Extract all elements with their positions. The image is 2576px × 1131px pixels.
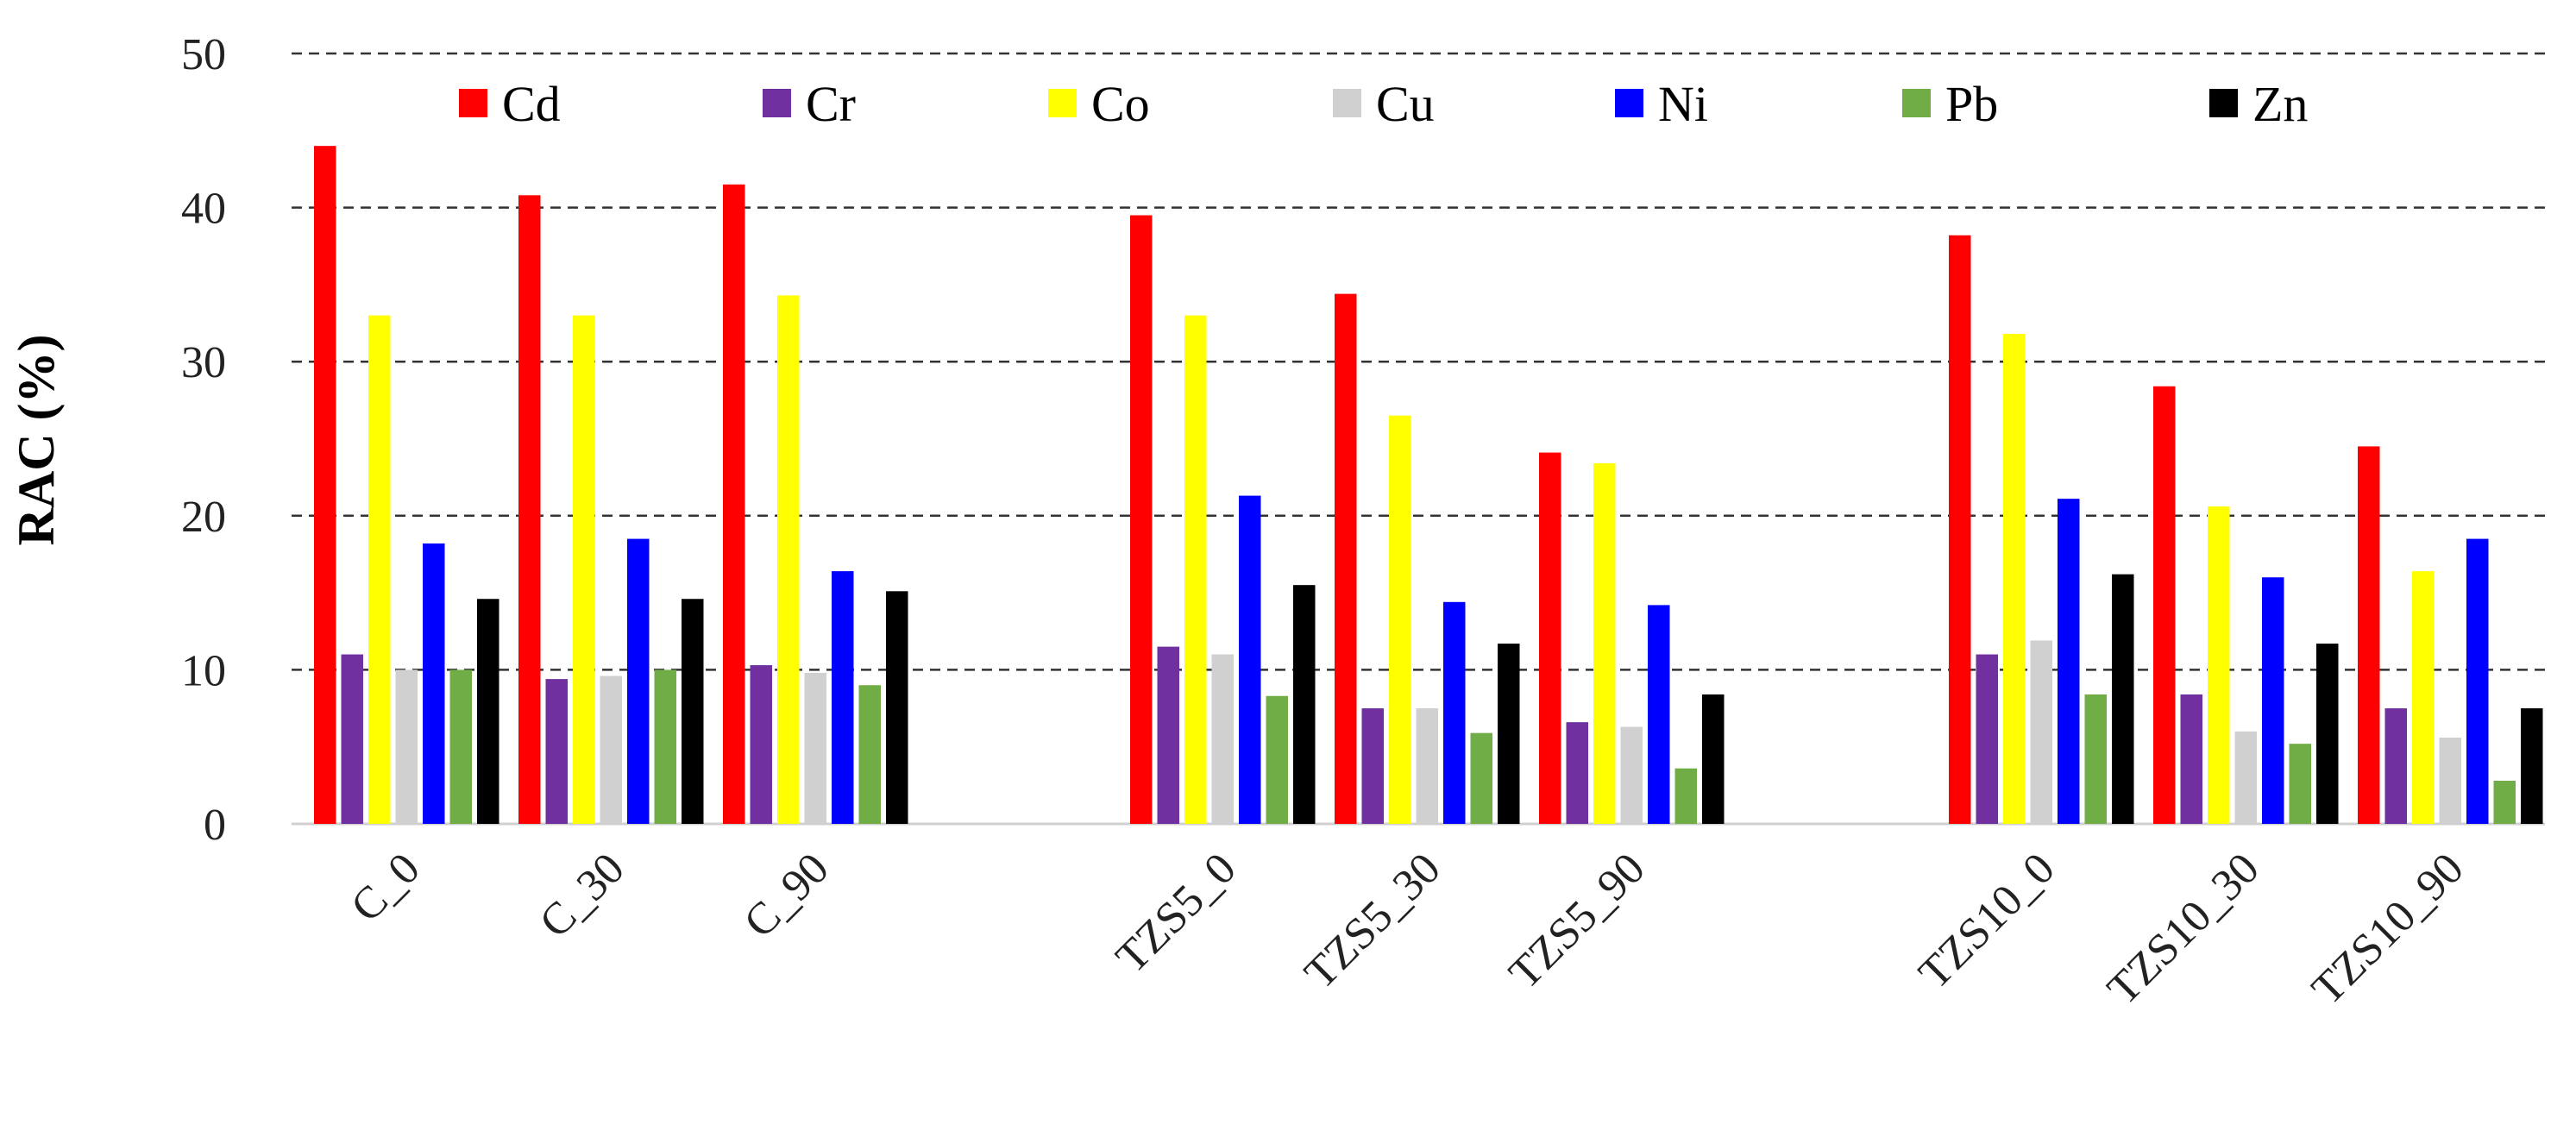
bar-zn-tzs10-90 bbox=[2521, 708, 2543, 824]
bar-cu-tzs5-30 bbox=[1416, 708, 1438, 824]
x-tick-label: C_90 bbox=[735, 844, 839, 947]
gridlines bbox=[292, 52, 2545, 671]
x-tick-label: C_30 bbox=[531, 844, 634, 947]
bar-ni-c-90 bbox=[832, 571, 854, 824]
y-tick-label: 0 bbox=[204, 801, 226, 850]
legend-swatch-cr bbox=[763, 89, 791, 117]
x-tick-label: TZS5_30 bbox=[1296, 844, 1450, 998]
bar-cu-tzs10-0 bbox=[2030, 640, 2052, 824]
bar-cr-c-90 bbox=[750, 665, 772, 824]
bar-cr-tzs5-90 bbox=[1566, 722, 1588, 824]
legend: Cd Cr Co Cu Ni Pb Zn bbox=[459, 76, 2308, 132]
bar-cu-c-30 bbox=[600, 675, 622, 824]
bar-cd-tzs10-90 bbox=[2358, 446, 2380, 824]
bar-co-tzs10-90 bbox=[2412, 571, 2435, 824]
bar-ni-tzs5-30 bbox=[1443, 601, 1466, 824]
y-tick-label: 40 bbox=[181, 185, 226, 234]
bar-cr-tzs5-30 bbox=[1361, 708, 1384, 824]
bar-cr-c-0 bbox=[341, 654, 363, 824]
bar-co-c-0 bbox=[368, 315, 391, 824]
legend-swatch-cu bbox=[1333, 89, 1361, 117]
bar-cr-c-30 bbox=[545, 679, 568, 824]
bar-co-tzs10-0 bbox=[2003, 334, 2026, 824]
bar-zn-c-30 bbox=[682, 599, 704, 824]
y-tick-label: 10 bbox=[181, 646, 226, 695]
bar-co-c-90 bbox=[777, 295, 800, 825]
bar-pb-c-30 bbox=[654, 669, 676, 824]
bar-cd-tzs10-0 bbox=[1949, 235, 1971, 824]
legend-swatch-co bbox=[1048, 89, 1077, 117]
bar-zn-tzs10-30 bbox=[2316, 644, 2339, 824]
bar-cd-c-90 bbox=[723, 184, 745, 824]
bar-cd-tzs10-30 bbox=[2153, 386, 2176, 824]
bar-co-tzs5-30 bbox=[1389, 415, 1411, 824]
legend-swatch-cd bbox=[459, 89, 487, 117]
bar-cd-tzs5-0 bbox=[1130, 215, 1153, 824]
x-tick-labels: C_0 C_30 C_90 TZS5_0 TZS5_30 TZS5_90 TZS10_0 TZ… bbox=[342, 844, 2473, 1015]
y-axis-title: RAC (%) bbox=[8, 335, 65, 546]
bar-zn-tzs5-90 bbox=[1702, 694, 1725, 824]
bar-zn-tzs5-30 bbox=[1498, 644, 1520, 824]
bar-pb-tzs10-30 bbox=[2289, 744, 2311, 824]
legend-swatch-ni bbox=[1615, 89, 1643, 117]
bar-zn-tzs10-0 bbox=[2112, 574, 2134, 824]
bar-co-tzs10-30 bbox=[2208, 506, 2230, 824]
bar-pb-tzs10-0 bbox=[2084, 694, 2107, 824]
bar-co-tzs5-90 bbox=[1593, 463, 1616, 824]
bar-cu-c-90 bbox=[804, 672, 826, 824]
legend-label-pb: Pb bbox=[1945, 76, 1998, 132]
x-tick-label: TZS10_0 bbox=[1910, 844, 2064, 998]
y-tick-label: 30 bbox=[181, 338, 226, 387]
legend-label-co: Co bbox=[1091, 76, 1150, 132]
bar-ni-c-30 bbox=[627, 538, 650, 824]
bar-ni-c-0 bbox=[423, 543, 445, 824]
bar-ni-tzs5-0 bbox=[1239, 495, 1261, 824]
bar-cr-tzs10-90 bbox=[2384, 708, 2407, 824]
legend-label-cr: Cr bbox=[806, 76, 856, 132]
bar-cr-tzs5-0 bbox=[1157, 646, 1179, 824]
x-tick-label: TZS10_90 bbox=[2303, 844, 2473, 1015]
legend-swatch-pb bbox=[1902, 89, 1931, 117]
bar-cd-tzs5-90 bbox=[1539, 452, 1561, 824]
legend-label-cd: Cd bbox=[502, 76, 561, 132]
bar-pb-tzs5-0 bbox=[1266, 695, 1288, 824]
bar-ni-tzs10-30 bbox=[2262, 577, 2284, 824]
bar-cd-tzs5-30 bbox=[1335, 293, 1357, 825]
bar-pb-c-90 bbox=[858, 685, 881, 824]
bar-cd-c-0 bbox=[314, 146, 336, 824]
bar-ni-tzs10-90 bbox=[2466, 538, 2489, 824]
bar-cd-c-30 bbox=[518, 195, 541, 824]
bar-cu-tzs10-30 bbox=[2234, 731, 2257, 824]
x-tick-label: TZS10_30 bbox=[2098, 844, 2269, 1015]
x-tick-label: C_0 bbox=[342, 844, 430, 932]
y-tick-label: 50 bbox=[181, 30, 226, 79]
bars bbox=[314, 146, 2543, 825]
bar-cu-tzs5-0 bbox=[1211, 654, 1234, 824]
bar-pb-tzs5-30 bbox=[1470, 732, 1492, 824]
bar-ni-tzs10-0 bbox=[2058, 499, 2080, 824]
bar-cu-tzs5-90 bbox=[1620, 726, 1643, 824]
bar-co-tzs5-0 bbox=[1184, 315, 1207, 824]
bar-cu-tzs10-90 bbox=[2439, 737, 2461, 824]
bar-pb-tzs5-90 bbox=[1674, 768, 1697, 824]
bar-zn-tzs5-0 bbox=[1293, 585, 1316, 824]
bar-ni-tzs5-90 bbox=[1648, 605, 1670, 824]
x-tick-label: TZS5_0 bbox=[1107, 844, 1246, 983]
bar-pb-c-0 bbox=[449, 669, 472, 824]
y-tick-labels: 0 10 20 30 40 50 bbox=[181, 30, 226, 850]
bar-cr-tzs10-0 bbox=[1976, 654, 1998, 824]
legend-label-zn: Zn bbox=[2252, 76, 2308, 132]
bar-cr-tzs10-30 bbox=[2180, 694, 2202, 824]
bar-zn-c-90 bbox=[886, 591, 908, 824]
bar-cu-c-0 bbox=[395, 669, 418, 824]
y-tick-label: 20 bbox=[181, 493, 226, 542]
bar-zn-c-0 bbox=[477, 599, 499, 824]
x-tick-label: TZS5_90 bbox=[1500, 844, 1655, 998]
legend-label-ni: Ni bbox=[1658, 76, 1708, 132]
legend-label-cu: Cu bbox=[1376, 76, 1435, 132]
bar-co-c-30 bbox=[573, 315, 595, 824]
bar-pb-tzs10-90 bbox=[2493, 780, 2516, 824]
legend-swatch-zn bbox=[2209, 89, 2238, 117]
